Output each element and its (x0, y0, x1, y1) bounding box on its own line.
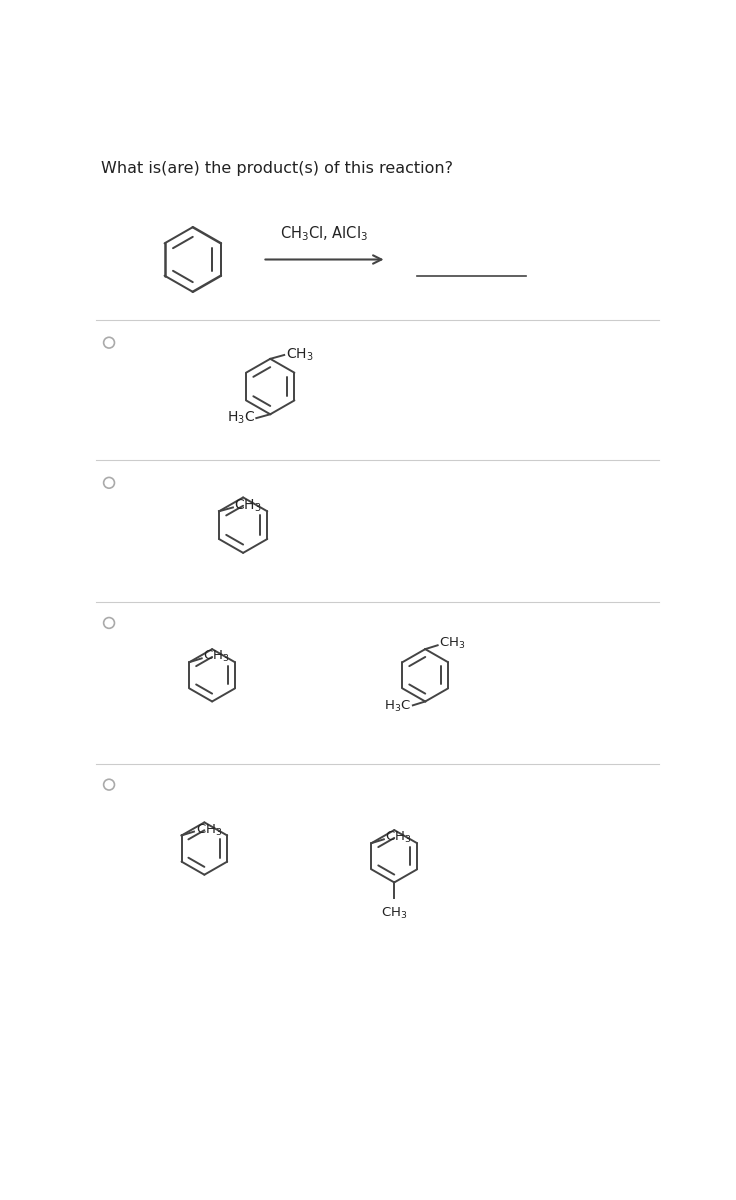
Text: CH$_3$: CH$_3$ (203, 649, 230, 665)
Text: What is(are) the product(s) of this reaction?: What is(are) the product(s) of this reac… (102, 161, 453, 176)
Text: CH$_3$Cl, AlCl$_3$: CH$_3$Cl, AlCl$_3$ (280, 224, 369, 242)
Text: H$_3$C: H$_3$C (227, 410, 255, 426)
Text: CH$_3$: CH$_3$ (235, 498, 262, 514)
Text: CH$_3$: CH$_3$ (286, 347, 314, 364)
Text: CH$_3$: CH$_3$ (381, 906, 408, 920)
Text: H$_3$C: H$_3$C (384, 700, 411, 714)
Text: CH$_3$: CH$_3$ (439, 636, 466, 652)
Text: CH$_3$: CH$_3$ (386, 830, 412, 845)
Text: CH$_3$: CH$_3$ (196, 822, 222, 838)
